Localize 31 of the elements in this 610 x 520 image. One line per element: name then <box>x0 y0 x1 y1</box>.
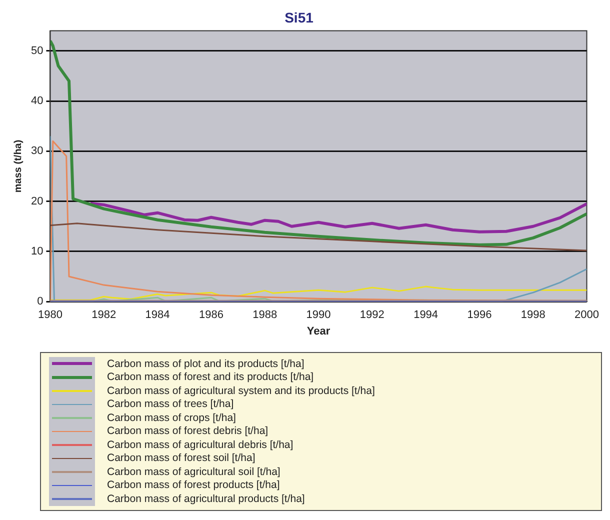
x-tick-label: 1980 <box>38 309 62 322</box>
y-tick-label: 50 <box>30 44 44 57</box>
legend-label: Carbon mass of forest products [t/ha] <box>107 479 280 492</box>
x-tick-label: 1998 <box>520 309 546 322</box>
x-tick-label: 1996 <box>467 309 492 322</box>
x-tick-label: 1988 <box>252 309 278 322</box>
x-tick-label: 1986 <box>198 309 224 322</box>
legend-label: Carbon mass of agricultural products [t/ha] <box>107 492 305 505</box>
legend-label: Carbon mass of agricultural system and its products [t/ha] <box>107 384 375 397</box>
legend-label: Carbon mass of forest debris [t/ha] <box>107 425 268 438</box>
x-axis-title: Year <box>306 325 331 338</box>
x-tick-label: 1984 <box>145 309 170 322</box>
legend-label: Carbon mass of plot and its products [t/ha] <box>107 358 304 370</box>
legend-label: Carbon mass of forest soil [t/ha] <box>107 452 256 464</box>
x-tick-label: 1982 <box>92 309 116 322</box>
legend-label: Carbon mass of crops [t/ha] <box>107 412 236 424</box>
x-tick-label: 2000 <box>574 309 600 322</box>
chart-title: Si51 <box>284 9 314 26</box>
legend-label: Carbon mass of forest and its products [t/ha] <box>107 371 314 384</box>
legend-label: Carbon mass of trees [t/ha] <box>107 398 234 410</box>
y-tick-label: 30 <box>30 145 44 158</box>
y-tick-label: 20 <box>30 195 44 208</box>
y-tick-label: 0 <box>37 296 44 308</box>
legend-label: Carbon mass of agricultural soil [t/ha] <box>107 466 280 478</box>
y-axis-title: mass (t/ha) <box>12 140 24 193</box>
legend-label: Carbon mass of agricultural debris [t/ha] <box>107 438 294 451</box>
x-tick-label: 1994 <box>414 309 438 322</box>
x-tick-label: 1992 <box>360 309 384 322</box>
y-tick-label: 10 <box>30 245 44 258</box>
x-tick-label: 1990 <box>306 309 331 322</box>
y-tick-label: 40 <box>30 95 44 108</box>
